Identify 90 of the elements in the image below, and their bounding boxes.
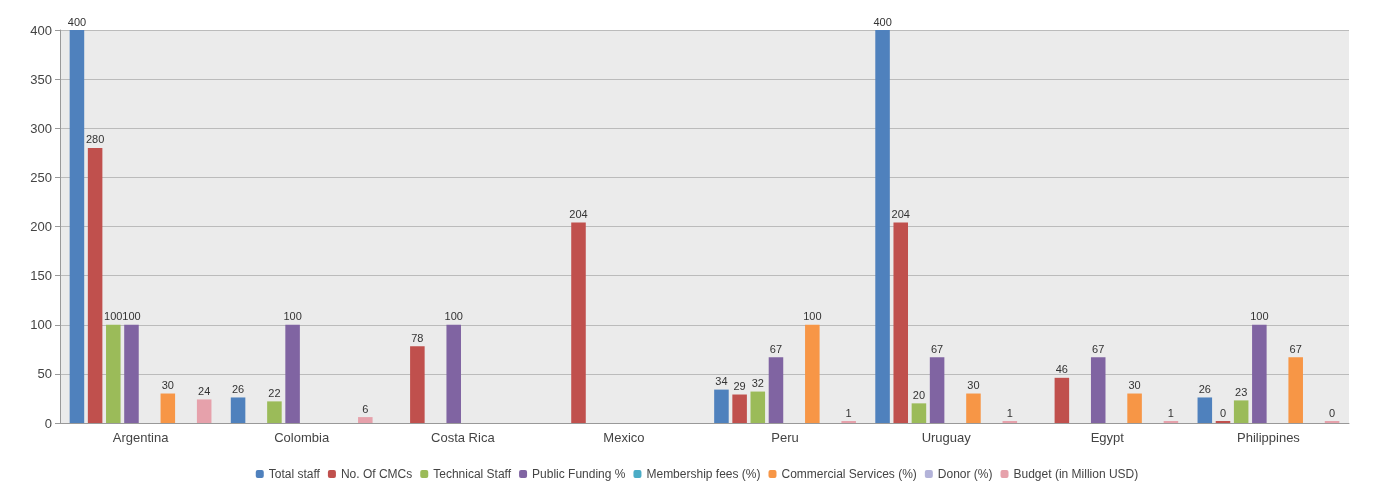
bar bbox=[285, 324, 300, 423]
legend-label: Budget (in Million USD) bbox=[1013, 467, 1139, 481]
bar bbox=[230, 397, 246, 423]
x-tick-label: Philippines bbox=[1237, 430, 1301, 445]
legend-label: Total staff bbox=[268, 467, 321, 481]
data-label: 400 bbox=[67, 15, 87, 28]
data-label: 32 bbox=[751, 377, 764, 390]
bar bbox=[929, 357, 945, 423]
bar bbox=[571, 222, 586, 423]
legend-label: Technical Staff bbox=[433, 467, 512, 481]
bar bbox=[196, 399, 212, 423]
x-tick-label: Colombia bbox=[274, 430, 330, 445]
data-label: 1 bbox=[1167, 406, 1174, 419]
data-label: 100 bbox=[1250, 310, 1269, 323]
bar bbox=[160, 393, 176, 423]
data-label: 1 bbox=[845, 406, 852, 419]
legend-label: No. Of CMCs bbox=[340, 467, 413, 481]
bar bbox=[410, 346, 425, 423]
legend-label: Commercial Services (%) bbox=[781, 467, 917, 481]
data-label: 34 bbox=[715, 375, 728, 388]
bar bbox=[875, 30, 890, 423]
y-tick-label: 400 bbox=[30, 22, 52, 38]
x-tick-label: Uruguay bbox=[921, 430, 972, 445]
data-label: 20 bbox=[912, 388, 926, 401]
bar bbox=[106, 324, 121, 423]
bar bbox=[750, 391, 766, 423]
bar bbox=[124, 324, 139, 423]
x-tick-label: Costa Rica bbox=[431, 430, 496, 445]
bar bbox=[714, 389, 729, 423]
bar bbox=[768, 357, 784, 423]
data-label: 100 bbox=[104, 310, 123, 323]
data-label: 67 bbox=[930, 342, 944, 355]
bar bbox=[1288, 357, 1303, 423]
bar bbox=[893, 222, 909, 423]
data-label: 26 bbox=[1198, 382, 1211, 395]
data-label: 0 bbox=[1329, 406, 1336, 419]
data-label: 29 bbox=[733, 380, 746, 393]
data-label: 100 bbox=[803, 310, 822, 323]
bar bbox=[1197, 397, 1213, 423]
bar bbox=[966, 393, 981, 423]
y-tick-label: 300 bbox=[30, 120, 52, 136]
bar bbox=[446, 324, 461, 423]
data-label: 30 bbox=[161, 379, 174, 392]
data-label: 100 bbox=[283, 310, 302, 323]
data-label: 30 bbox=[1128, 379, 1141, 392]
data-label: 46 bbox=[1055, 363, 1068, 376]
bar bbox=[1252, 324, 1267, 423]
data-label: 280 bbox=[85, 133, 105, 146]
x-tick-label: Egypt bbox=[1090, 430, 1125, 445]
y-tick-label: 100 bbox=[30, 317, 52, 333]
data-label: 400 bbox=[873, 15, 892, 28]
data-label: 30 bbox=[967, 379, 980, 392]
bar bbox=[267, 401, 282, 423]
legend-label: Membership fees (%) bbox=[646, 467, 761, 481]
data-label: 23 bbox=[1235, 385, 1248, 398]
data-label: 1 bbox=[1006, 406, 1013, 419]
bar bbox=[732, 394, 747, 423]
y-tick-label: 150 bbox=[30, 268, 52, 284]
data-label: 24 bbox=[198, 384, 211, 397]
x-tick-label: Peru bbox=[771, 430, 799, 445]
data-label: 67 bbox=[1092, 342, 1105, 355]
data-label: 78 bbox=[411, 331, 424, 344]
y-tick-label: 250 bbox=[30, 169, 52, 185]
bar bbox=[69, 30, 85, 423]
bar bbox=[1127, 393, 1142, 423]
data-label: 204 bbox=[891, 208, 910, 221]
bar bbox=[87, 147, 103, 423]
data-label: 6 bbox=[362, 402, 369, 415]
bar bbox=[805, 324, 820, 423]
legend-label: Public Funding % bbox=[532, 467, 626, 481]
bar bbox=[911, 403, 927, 423]
data-label: 100 bbox=[122, 310, 141, 323]
x-tick-label: Argentina bbox=[112, 430, 170, 445]
data-label: 0 bbox=[1219, 406, 1227, 419]
bar bbox=[358, 417, 373, 423]
data-label: 100 bbox=[444, 310, 463, 323]
data-label: 67 bbox=[769, 342, 783, 355]
y-tick-label: 200 bbox=[30, 219, 52, 234]
data-label: 22 bbox=[268, 386, 281, 399]
bar bbox=[1233, 400, 1249, 423]
data-label: 67 bbox=[1289, 342, 1302, 355]
y-tick-label: 0 bbox=[44, 415, 52, 431]
legend-label: Donor (%) bbox=[937, 467, 993, 481]
x-tick-label: Mexico bbox=[603, 430, 645, 445]
bar bbox=[1090, 357, 1106, 423]
bar bbox=[1054, 377, 1070, 423]
data-label: 204 bbox=[569, 208, 588, 221]
data-label: 26 bbox=[231, 382, 245, 395]
y-tick-label: 50 bbox=[37, 366, 52, 382]
y-tick-label: 350 bbox=[30, 71, 52, 87]
